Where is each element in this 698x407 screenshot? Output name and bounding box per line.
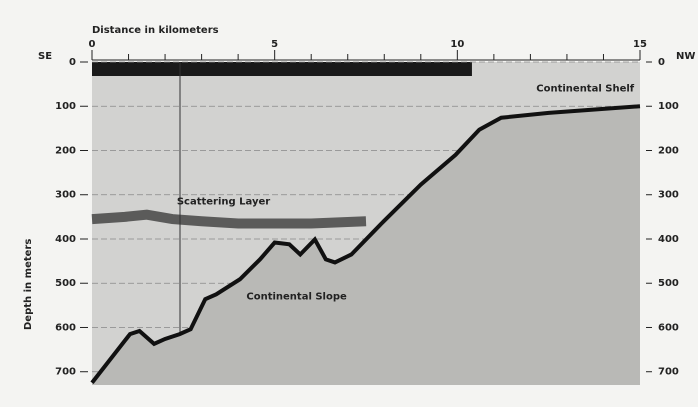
y-tick-label-right: 300 — [658, 190, 679, 201]
y-axis-title: Depth in meters — [23, 239, 34, 330]
x-axis-title: Distance in kilometers — [92, 25, 219, 36]
y-tick-label-right: 100 — [658, 101, 679, 112]
y-tick-label: 200 — [55, 145, 76, 156]
y-tick-label: 300 — [55, 190, 76, 201]
right-end-label: NW — [676, 51, 695, 62]
y-tick-label-right: 200 — [658, 145, 679, 156]
y-tick-label: 700 — [55, 367, 76, 378]
y-tick-label-right: 600 — [658, 322, 679, 333]
y-tick-label-right: 400 — [658, 234, 679, 245]
annotation: Continental Slope — [246, 292, 347, 303]
annotation: Scattering Layer — [177, 196, 270, 207]
y-tick-label-right: 500 — [658, 278, 679, 289]
y-tick-label: 400 — [55, 234, 76, 245]
surface-noise — [92, 62, 472, 76]
y-tick-label: 100 — [55, 101, 76, 112]
seafloor-fill — [92, 106, 640, 385]
x-tick-label: 10 — [450, 39, 464, 50]
y-tick-label-right: 700 — [658, 367, 679, 378]
annotation: Continental Shelf — [536, 84, 635, 95]
y-tick-label-right: 0 — [658, 57, 665, 68]
plot — [90, 61, 641, 385]
y-tick-label: 600 — [55, 322, 76, 333]
y-tick-label: 0 — [69, 57, 76, 68]
left-end-label: SE — [38, 51, 52, 62]
x-tick-label: 5 — [271, 39, 278, 50]
y-tick-label: 500 — [55, 278, 76, 289]
x-tick-label: 0 — [89, 39, 96, 50]
seafloor-line — [90, 104, 641, 385]
x-tick-label: 15 — [633, 39, 647, 50]
scattering-layer — [91, 209, 367, 229]
